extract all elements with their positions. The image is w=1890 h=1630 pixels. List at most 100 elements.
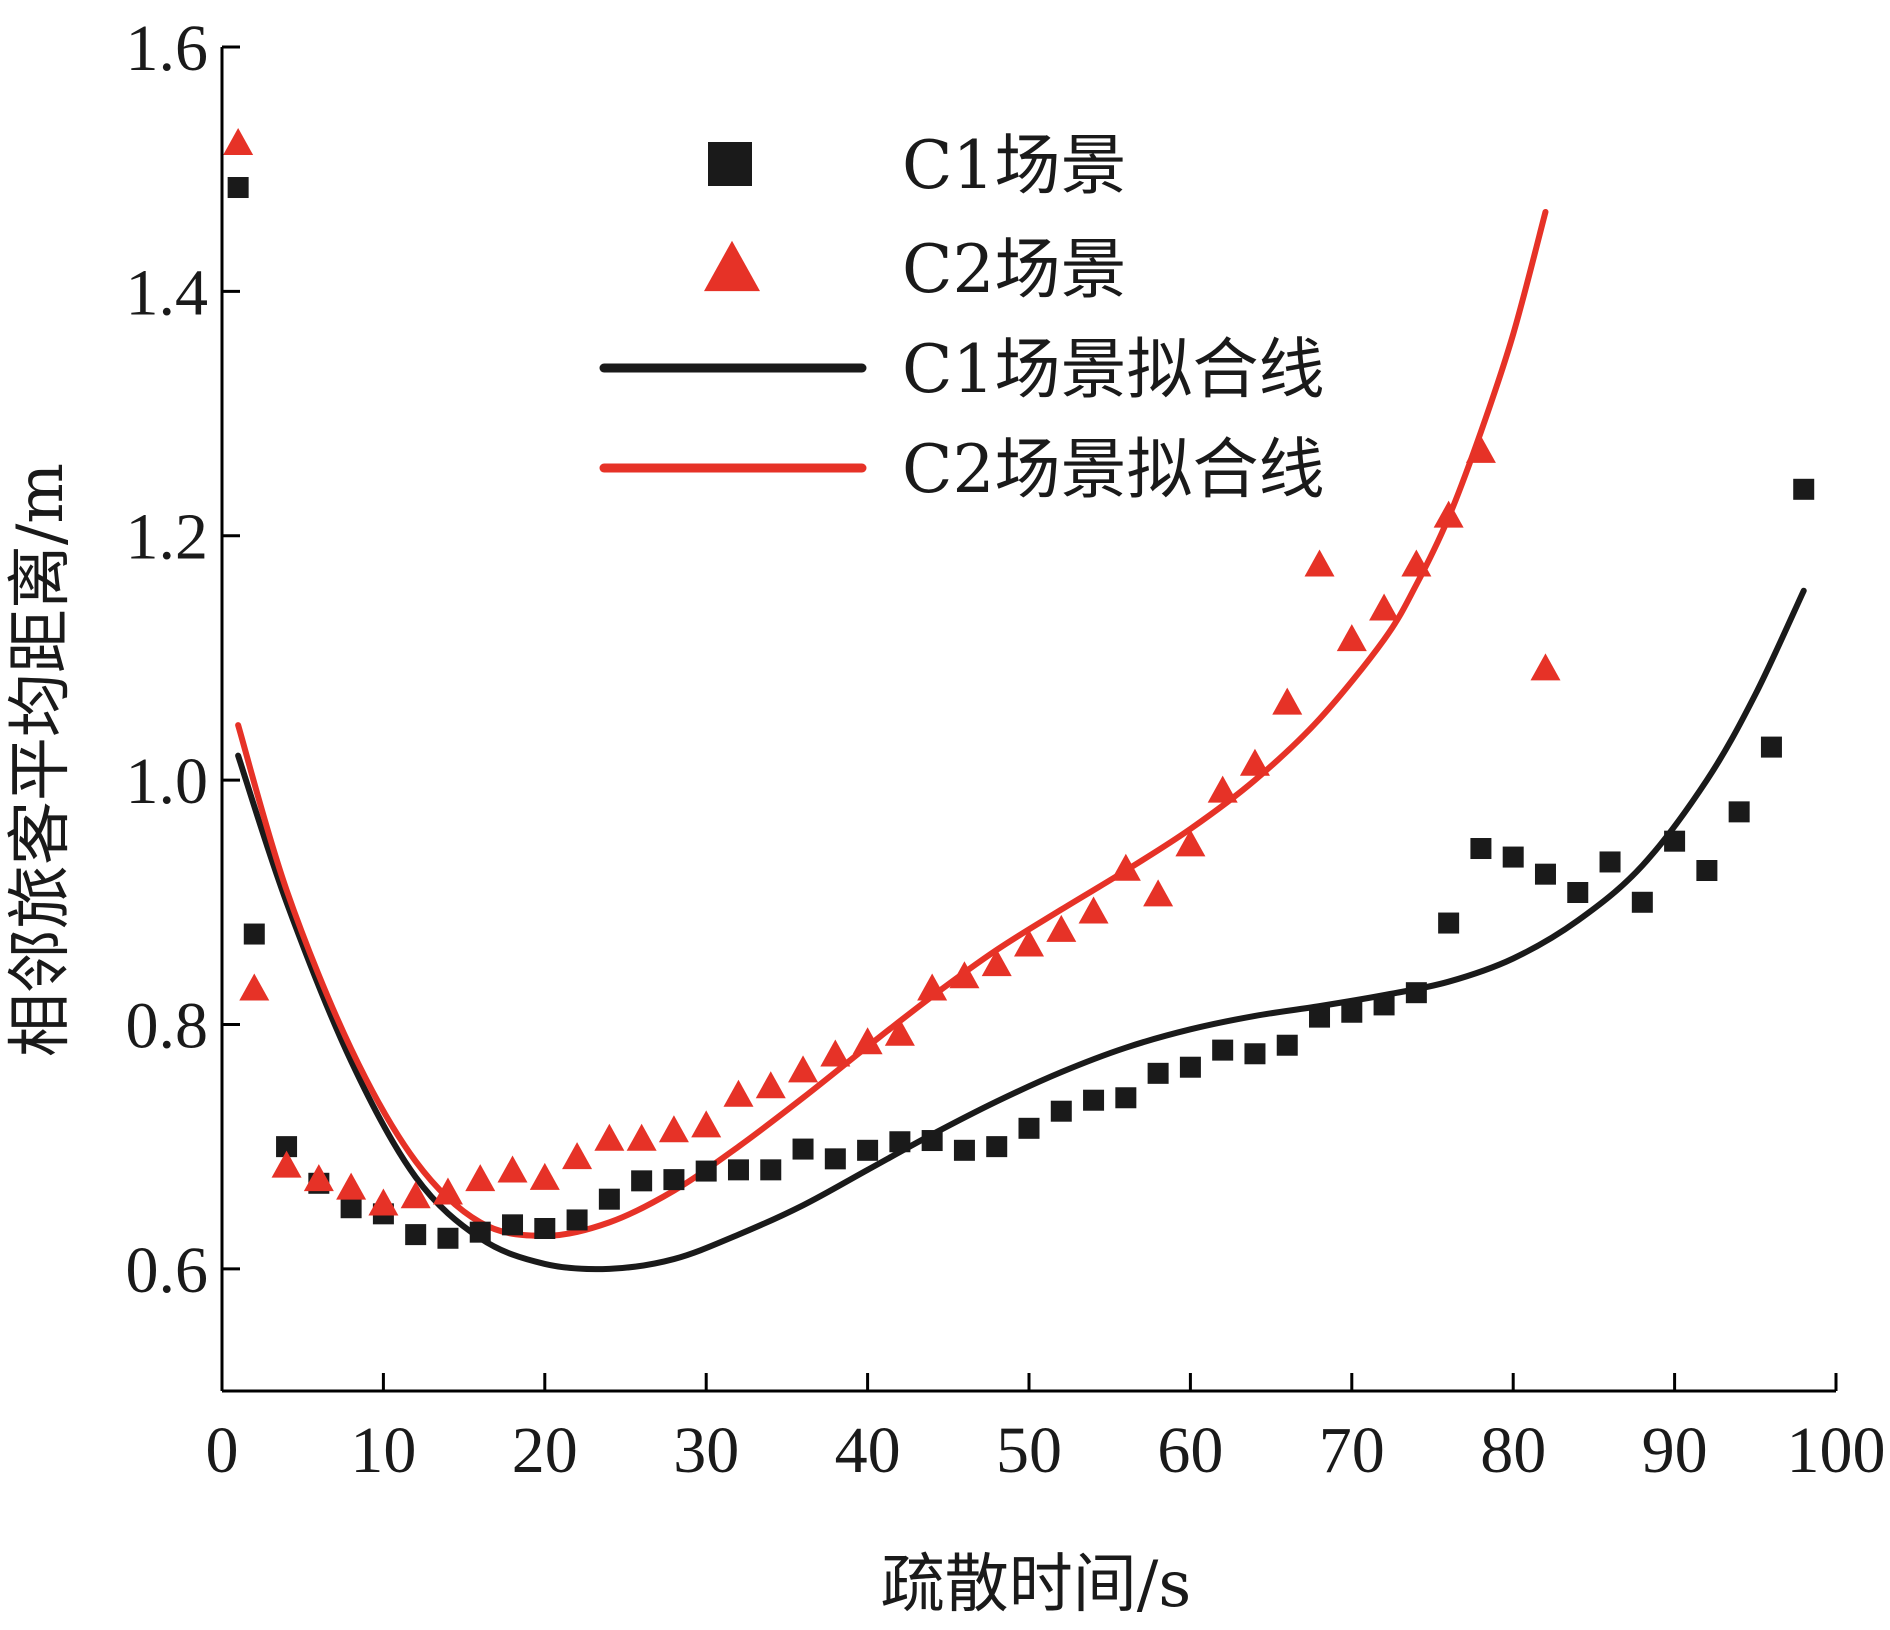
c1-data-point [1309,1006,1331,1028]
c1-data-point [1438,912,1460,934]
c1-data-point [1728,801,1750,823]
c2-data-point [917,973,948,1001]
c1-data-point [1244,1043,1266,1065]
fit-line-C2场景拟合线 [235,208,1549,1239]
y-tick-label: 1.0 [126,745,209,818]
legend-triangle-marker [704,240,760,292]
x-tick-label: 0 [206,1414,239,1487]
legend: C1场景 C2场景 C1场景拟合线 C2场景拟合线 [599,127,1325,508]
c1-data-point [760,1159,782,1181]
c1-data-point [534,1217,556,1239]
c1-data-point [1147,1062,1169,1084]
c1-data-point [727,1159,749,1181]
x-tick-label: 90 [1642,1414,1708,1487]
c1-data-point [1793,478,1815,500]
c1-data-point [1212,1039,1234,1061]
c1-data-point [921,1130,943,1152]
fit-line-C1场景拟合线 [235,587,1807,1273]
c2-data-point [1433,500,1464,528]
c1-data-point [598,1188,620,1210]
c2-data-point [626,1123,657,1151]
c1-data-point [1405,982,1427,1004]
c2-data-point [594,1123,625,1151]
x-ticks: 0 10 20 30 40 50 60 70 80 90 100 [206,1373,1886,1487]
y-tick-label: 0.8 [126,989,209,1062]
c1-data-point [1050,1100,1072,1122]
x-tick-label: 80 [1480,1414,1546,1487]
c1-data-point [566,1209,588,1231]
c1-data-point [857,1139,879,1161]
c2-data-point [820,1039,851,1067]
c1-data-point [1760,736,1782,758]
c2-data-point [271,1150,302,1178]
c2-data-point [1336,624,1367,652]
legend-label: C2场景拟合线 [902,431,1325,508]
c2-data-point [562,1142,593,1170]
c2-data-point [949,961,980,989]
c2-data-point [1369,593,1400,621]
x-tick-label: 40 [835,1414,901,1487]
y-tick-label: 1.4 [126,256,209,329]
c2-data-point [658,1115,689,1143]
y-ticks: 0.6 0.8 1.0 1.2 1.4 1.6 [126,12,240,1307]
c2-data-point [1207,775,1238,803]
c1-data-point [405,1224,427,1246]
legend-label: C2场景 [902,231,1127,308]
c1-data-point [1179,1056,1201,1078]
c1-data-point [437,1227,459,1249]
x-tick-label: 100 [1787,1414,1886,1487]
c1-data-point [1373,994,1395,1016]
c1-data-point [792,1138,814,1160]
c1-data-point [663,1169,685,1191]
c2-data-point [1110,853,1141,881]
c2-data-point [1304,549,1335,577]
x-tick-label: 20 [512,1414,578,1487]
c2-data-point [1272,687,1303,715]
c2-data-point [432,1177,463,1205]
x-tick-label: 10 [350,1414,416,1487]
x-tick-label: 70 [1319,1414,1385,1487]
c2-data-point [465,1164,496,1192]
c2-data-point [497,1155,528,1183]
c1-data-point [1018,1117,1040,1139]
c2-data-point [1239,748,1270,776]
c2-data-point [1175,829,1206,857]
c1-data-point [1502,846,1524,868]
c1-data-point [631,1170,653,1192]
legend-square-marker [708,142,752,186]
y-axis-title: 相邻旅客平均距离/m [4,463,78,1057]
c2-data-point [529,1162,560,1190]
c1-data-point [986,1136,1008,1158]
c1-data-point [1664,830,1686,852]
c2-data-point [239,973,270,1001]
c1-data-point [1567,881,1589,903]
c1-data-point [502,1214,524,1236]
data-markers [223,128,1815,1249]
c2-data-point [223,128,254,156]
c2-data-point [1046,914,1077,942]
legend-label: C1场景拟合线 [902,331,1325,408]
c1-data-point [340,1197,362,1219]
y-tick-label: 1.2 [126,501,209,574]
y-tick-label: 1.6 [126,12,209,85]
c2-data-point [1078,896,1109,924]
c2-data-point [1014,929,1044,957]
c1-data-point [1470,838,1492,860]
c1-data-point [1696,860,1718,882]
c2-data-point [1143,879,1174,907]
c1-data-point [469,1221,491,1243]
legend-label: C1场景 [902,127,1127,204]
c1-data-point [243,923,265,945]
c2-data-point [368,1188,399,1216]
c2-data-point [852,1027,883,1055]
c2-data-point [723,1079,754,1107]
x-tick-label: 30 [673,1414,739,1487]
x-tick-label: 60 [1157,1414,1223,1487]
c1-data-point [695,1160,717,1182]
c1-data-point [889,1131,911,1153]
c2-data-point [336,1172,367,1200]
c2-data-point [1465,435,1496,463]
c1-data-point [1276,1034,1298,1056]
c2-data-point [755,1071,786,1099]
c1-data-point [1631,891,1653,913]
